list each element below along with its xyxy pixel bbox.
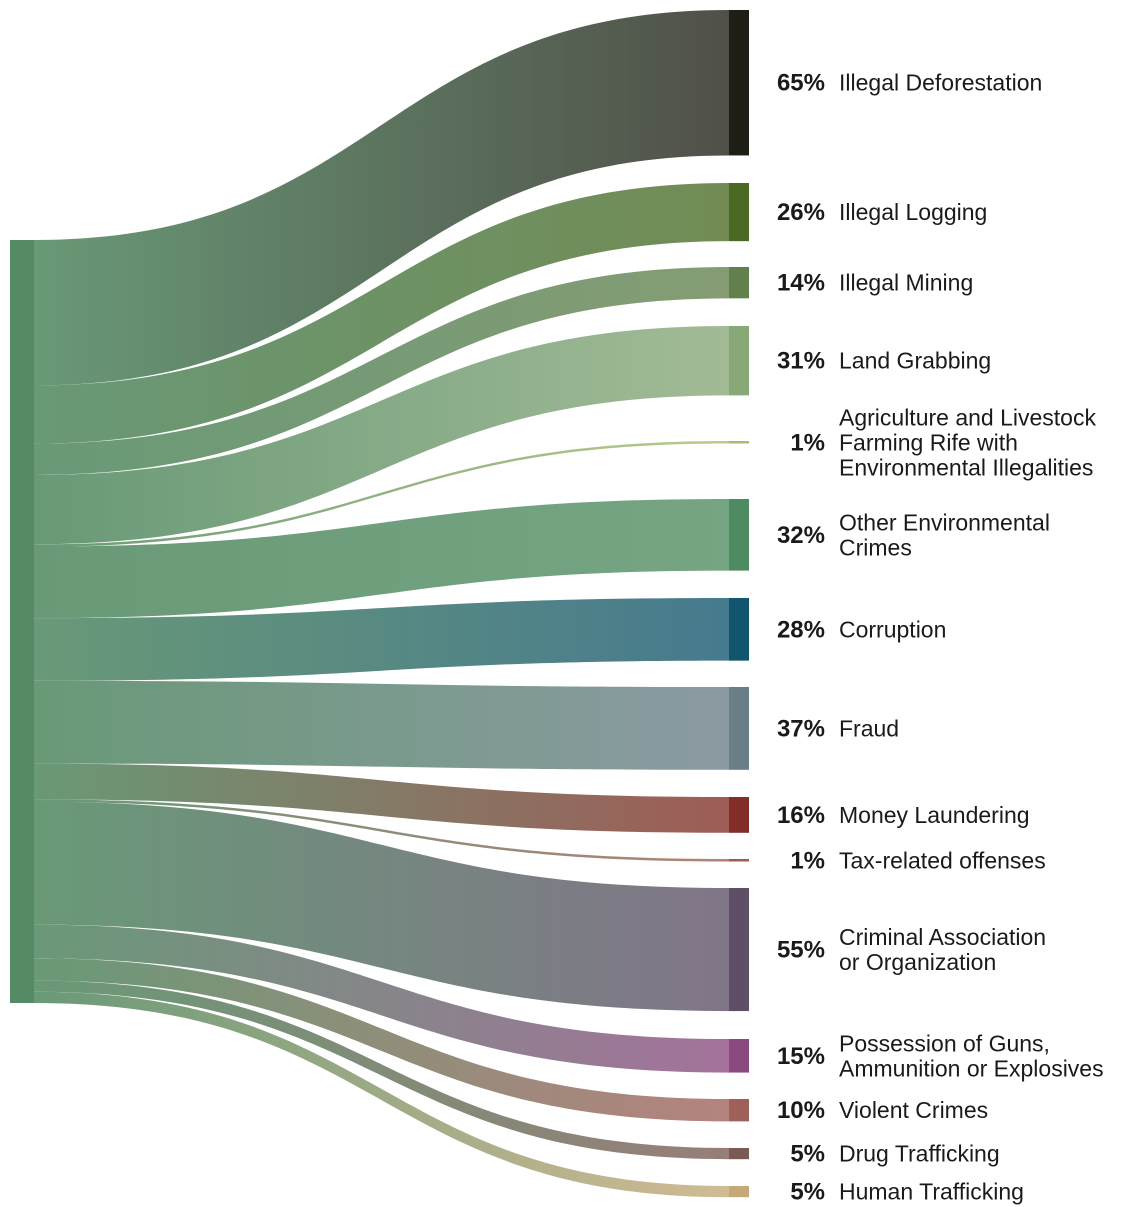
category-label: Criminal Association (839, 924, 1046, 950)
target-node (729, 326, 749, 396)
target-node (729, 267, 749, 299)
target-node (729, 1039, 749, 1073)
sankey-link (34, 499, 729, 619)
target-node (729, 1099, 749, 1122)
category-label: Money Laundering (839, 802, 1030, 828)
target-node (729, 441, 749, 444)
percent-label: 65% (777, 70, 825, 97)
percent-label: 15% (777, 1043, 825, 1070)
percent-label: 1% (790, 429, 825, 456)
sankey-link (34, 799, 729, 862)
percent-label: 14% (777, 270, 825, 297)
percent-label: 5% (790, 1141, 825, 1168)
sankey-links (34, 10, 729, 1198)
target-nodes (729, 10, 749, 1198)
percent-label: 32% (777, 522, 825, 549)
target-node (729, 183, 749, 242)
category-label: Tax-related offenses (839, 847, 1046, 873)
category-label: Illegal Logging (839, 199, 987, 225)
category-label: Agriculture and Livestock (839, 404, 1096, 430)
percent-label: 26% (777, 199, 825, 226)
category-label: Corruption (839, 616, 946, 642)
percent-label: 1% (790, 847, 825, 874)
category-label: Other Environmental (839, 509, 1050, 535)
sankey-link (34, 991, 729, 1198)
target-node (729, 598, 749, 661)
sankey-link (34, 680, 729, 770)
target-node (729, 1186, 749, 1198)
target-node (729, 1148, 749, 1160)
sankey-link (34, 441, 729, 547)
category-label: Fraud (839, 715, 899, 741)
category-label: Land Grabbing (839, 348, 991, 374)
sankey-link (34, 267, 729, 475)
category-label: Crimes (839, 534, 912, 560)
target-node (729, 10, 749, 156)
target-labels: 65% Illegal Deforestation 26% Illegal Loggi… (777, 70, 1104, 1206)
target-node (729, 859, 749, 862)
category-label: Human Trafficking (839, 1179, 1024, 1205)
percent-label: 55% (777, 937, 825, 964)
target-node (729, 888, 749, 1012)
category-label: Environmental Illegalities (839, 454, 1093, 480)
target-node (729, 499, 749, 571)
category-label: Violent Crimes (839, 1097, 988, 1123)
category-label: Drug Trafficking (839, 1141, 1000, 1167)
sankey-link (34, 801, 729, 1012)
sankey-link (34, 958, 729, 1122)
category-label: Possession of Guns, (839, 1030, 1050, 1056)
sankey-link (34, 10, 729, 386)
target-node (729, 687, 749, 770)
source-node (10, 240, 34, 1003)
percent-label: 28% (777, 616, 825, 643)
percent-label: 31% (777, 348, 825, 375)
sankey-link (34, 326, 729, 545)
category-label: Ammunition or Explosives (839, 1055, 1104, 1081)
percent-label: 37% (777, 715, 825, 742)
category-label: Illegal Mining (839, 270, 973, 296)
percent-label: 10% (777, 1097, 825, 1124)
source-node-group (10, 240, 34, 1003)
percent-label: 16% (777, 802, 825, 829)
sankey-link (34, 598, 729, 681)
sankey-link (34, 980, 729, 1160)
sankey-link (34, 183, 729, 444)
category-label: Farming Rife with (839, 429, 1018, 455)
category-label: Illegal Deforestation (839, 70, 1042, 96)
target-node (729, 797, 749, 833)
category-label: or Organization (839, 949, 996, 975)
sankey-link (34, 763, 729, 833)
sankey-link (34, 924, 729, 1073)
percent-label: 5% (790, 1179, 825, 1206)
